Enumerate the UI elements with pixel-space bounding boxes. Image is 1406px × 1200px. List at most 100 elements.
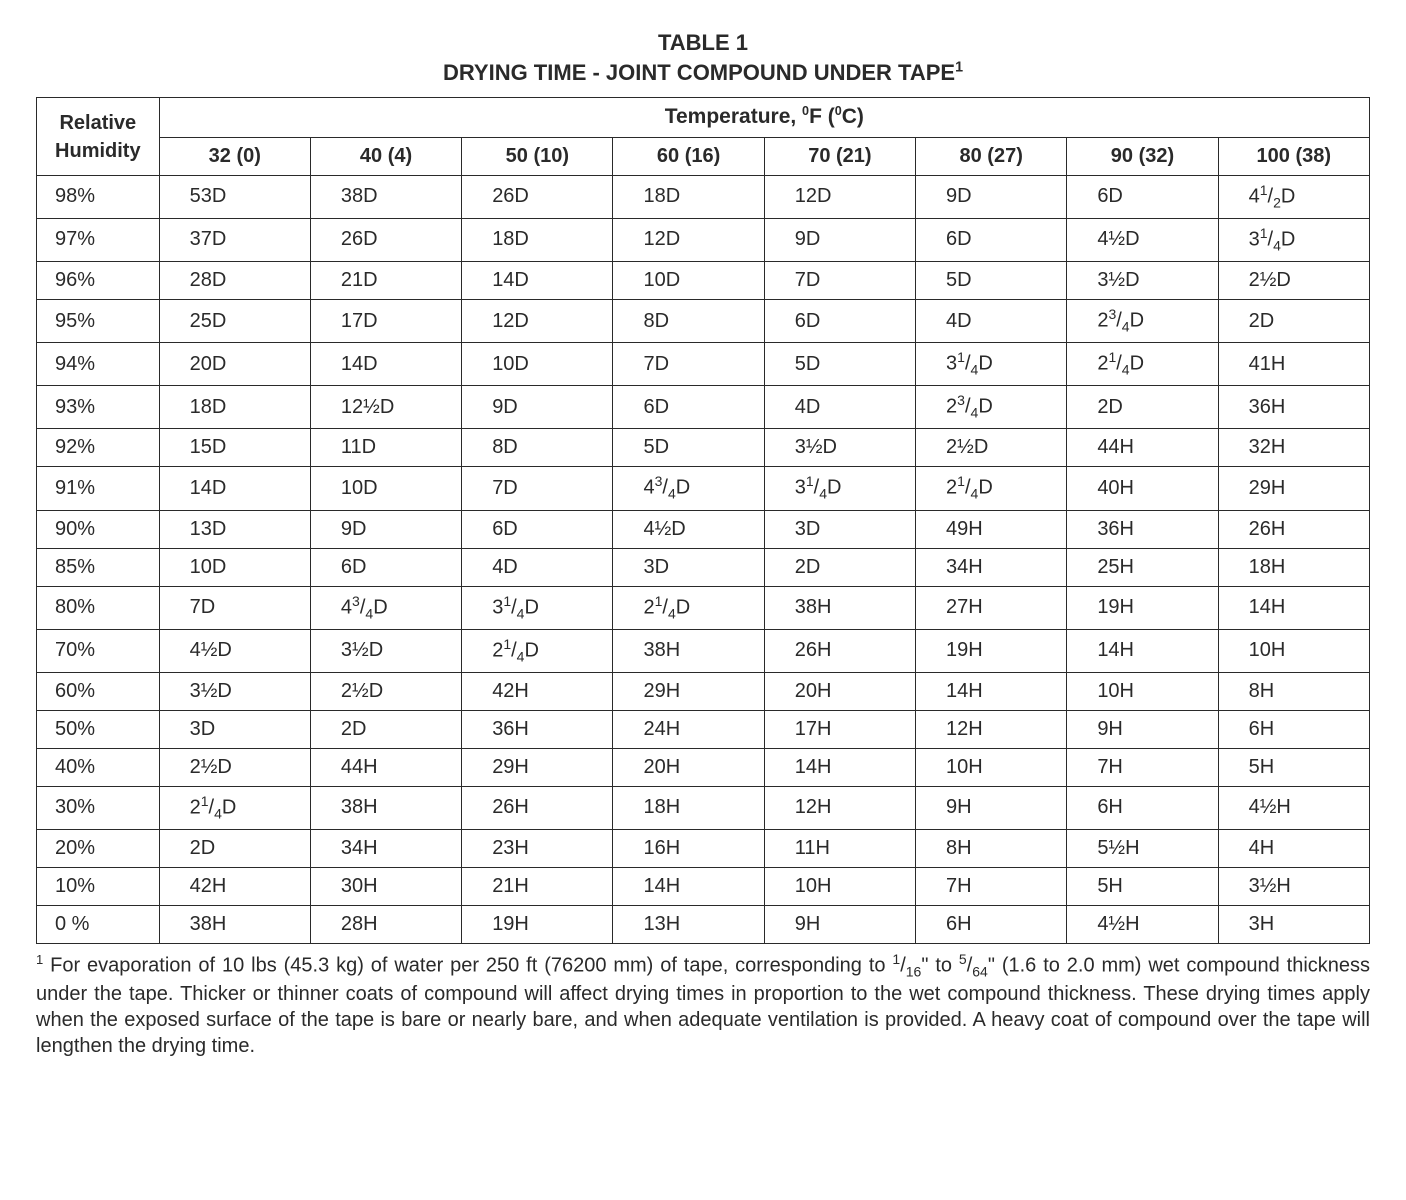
- rh-cell: 94%: [37, 343, 160, 386]
- data-cell: 7D: [462, 467, 613, 510]
- data-cell: 4H: [1218, 830, 1369, 868]
- data-cell: 3D: [159, 710, 310, 748]
- data-cell: 29H: [613, 672, 764, 710]
- data-cell: 14D: [159, 467, 310, 510]
- data-cell: 19H: [916, 629, 1067, 672]
- data-cell: 15D: [159, 429, 310, 467]
- temp-col-header: 70 (21): [764, 137, 915, 175]
- data-cell: 10H: [916, 748, 1067, 786]
- temp-col-header: 60 (16): [613, 137, 764, 175]
- table-row: 85%10D6D4D3D2D34H25H18H: [37, 548, 1370, 586]
- data-cell: 53D: [159, 175, 310, 218]
- data-cell: 9D: [310, 510, 461, 548]
- table-row: 95%25D17D12D8D6D4D23/4D2D: [37, 299, 1370, 342]
- data-cell: 3½D: [1067, 261, 1218, 299]
- data-cell: 23/4D: [1067, 299, 1218, 342]
- data-cell: 41/2D: [1218, 175, 1369, 218]
- title-line-2: DRYING TIME - JOINT COMPOUND UNDER TAPE1: [36, 58, 1370, 88]
- data-cell: 6D: [916, 218, 1067, 261]
- data-cell: 38H: [159, 906, 310, 944]
- data-cell: 36H: [462, 710, 613, 748]
- data-cell: 5H: [1067, 868, 1218, 906]
- rh-cell: 97%: [37, 218, 160, 261]
- table-row: 20%2D34H23H16H11H8H5½H4H: [37, 830, 1370, 868]
- data-cell: 44H: [1067, 429, 1218, 467]
- data-cell: 14H: [613, 868, 764, 906]
- data-cell: 49H: [916, 510, 1067, 548]
- data-cell: 9D: [462, 386, 613, 429]
- table-row: 70%4½D3½D21/4D38H26H19H14H10H: [37, 629, 1370, 672]
- data-cell: 42H: [159, 868, 310, 906]
- rh-header: Relative Humidity: [37, 98, 160, 175]
- data-cell: 5½H: [1067, 830, 1218, 868]
- data-cell: 7D: [613, 343, 764, 386]
- data-cell: 29H: [1218, 467, 1369, 510]
- data-cell: 26H: [764, 629, 915, 672]
- data-cell: 4½D: [613, 510, 764, 548]
- data-cell: 14D: [310, 343, 461, 386]
- data-cell: 38H: [764, 586, 915, 629]
- data-cell: 42H: [462, 672, 613, 710]
- title-line-1: TABLE 1: [36, 28, 1370, 58]
- data-cell: 4D: [764, 386, 915, 429]
- data-cell: 2½D: [159, 748, 310, 786]
- table-row: 50%3D2D36H24H17H12H9H6H: [37, 710, 1370, 748]
- data-cell: 10D: [462, 343, 613, 386]
- data-cell: 17D: [310, 299, 461, 342]
- data-cell: 30H: [310, 868, 461, 906]
- data-cell: 21/4D: [916, 467, 1067, 510]
- data-cell: 12H: [764, 786, 915, 829]
- data-cell: 3H: [1218, 906, 1369, 944]
- data-cell: 6H: [1218, 710, 1369, 748]
- data-cell: 34H: [310, 830, 461, 868]
- table-row: 10%42H30H21H14H10H7H5H3½H: [37, 868, 1370, 906]
- data-cell: 2D: [1067, 386, 1218, 429]
- data-cell: 27H: [916, 586, 1067, 629]
- data-cell: 21/4D: [613, 586, 764, 629]
- data-cell: 3½H: [1218, 868, 1369, 906]
- data-cell: 12H: [916, 710, 1067, 748]
- data-cell: 4D: [462, 548, 613, 586]
- data-cell: 14H: [1218, 586, 1369, 629]
- data-cell: 5D: [764, 343, 915, 386]
- data-cell: 38H: [613, 629, 764, 672]
- rh-cell: 40%: [37, 748, 160, 786]
- rh-cell: 92%: [37, 429, 160, 467]
- data-cell: 3D: [764, 510, 915, 548]
- data-cell: 5D: [916, 261, 1067, 299]
- temperature-header: Temperature, 0F (0C): [159, 98, 1369, 137]
- table-row: 90%13D9D6D4½D3D49H36H26H: [37, 510, 1370, 548]
- data-cell: 16H: [613, 830, 764, 868]
- data-cell: 19H: [462, 906, 613, 944]
- data-cell: 13D: [159, 510, 310, 548]
- data-cell: 3½D: [310, 629, 461, 672]
- data-cell: 3½D: [764, 429, 915, 467]
- data-cell: 23H: [462, 830, 613, 868]
- data-cell: 21D: [310, 261, 461, 299]
- data-cell: 6H: [1067, 786, 1218, 829]
- data-cell: 44H: [310, 748, 461, 786]
- table-body: 98%53D38D26D18D12D9D6D41/2D97%37D26D18D1…: [37, 175, 1370, 943]
- table-row: 80%7D43/4D31/4D21/4D38H27H19H14H: [37, 586, 1370, 629]
- data-cell: 20H: [613, 748, 764, 786]
- data-cell: 10D: [310, 467, 461, 510]
- data-cell: 14H: [916, 672, 1067, 710]
- table-row: 97%37D26D18D12D9D6D4½D31/4D: [37, 218, 1370, 261]
- data-cell: 9D: [916, 175, 1067, 218]
- data-cell: 38H: [310, 786, 461, 829]
- rh-cell: 85%: [37, 548, 160, 586]
- data-cell: 25H: [1067, 548, 1218, 586]
- data-cell: 7D: [764, 261, 915, 299]
- rh-cell: 0 %: [37, 906, 160, 944]
- data-cell: 10D: [613, 261, 764, 299]
- data-cell: 9D: [764, 218, 915, 261]
- data-cell: 4½D: [159, 629, 310, 672]
- data-cell: 8H: [1218, 672, 1369, 710]
- data-cell: 18H: [1218, 548, 1369, 586]
- data-cell: 26H: [1218, 510, 1369, 548]
- data-cell: 23/4D: [916, 386, 1067, 429]
- temp-col-header: 80 (27): [916, 137, 1067, 175]
- data-cell: 12D: [764, 175, 915, 218]
- data-cell: 36H: [1218, 386, 1369, 429]
- temp-col-header: 40 (4): [310, 137, 461, 175]
